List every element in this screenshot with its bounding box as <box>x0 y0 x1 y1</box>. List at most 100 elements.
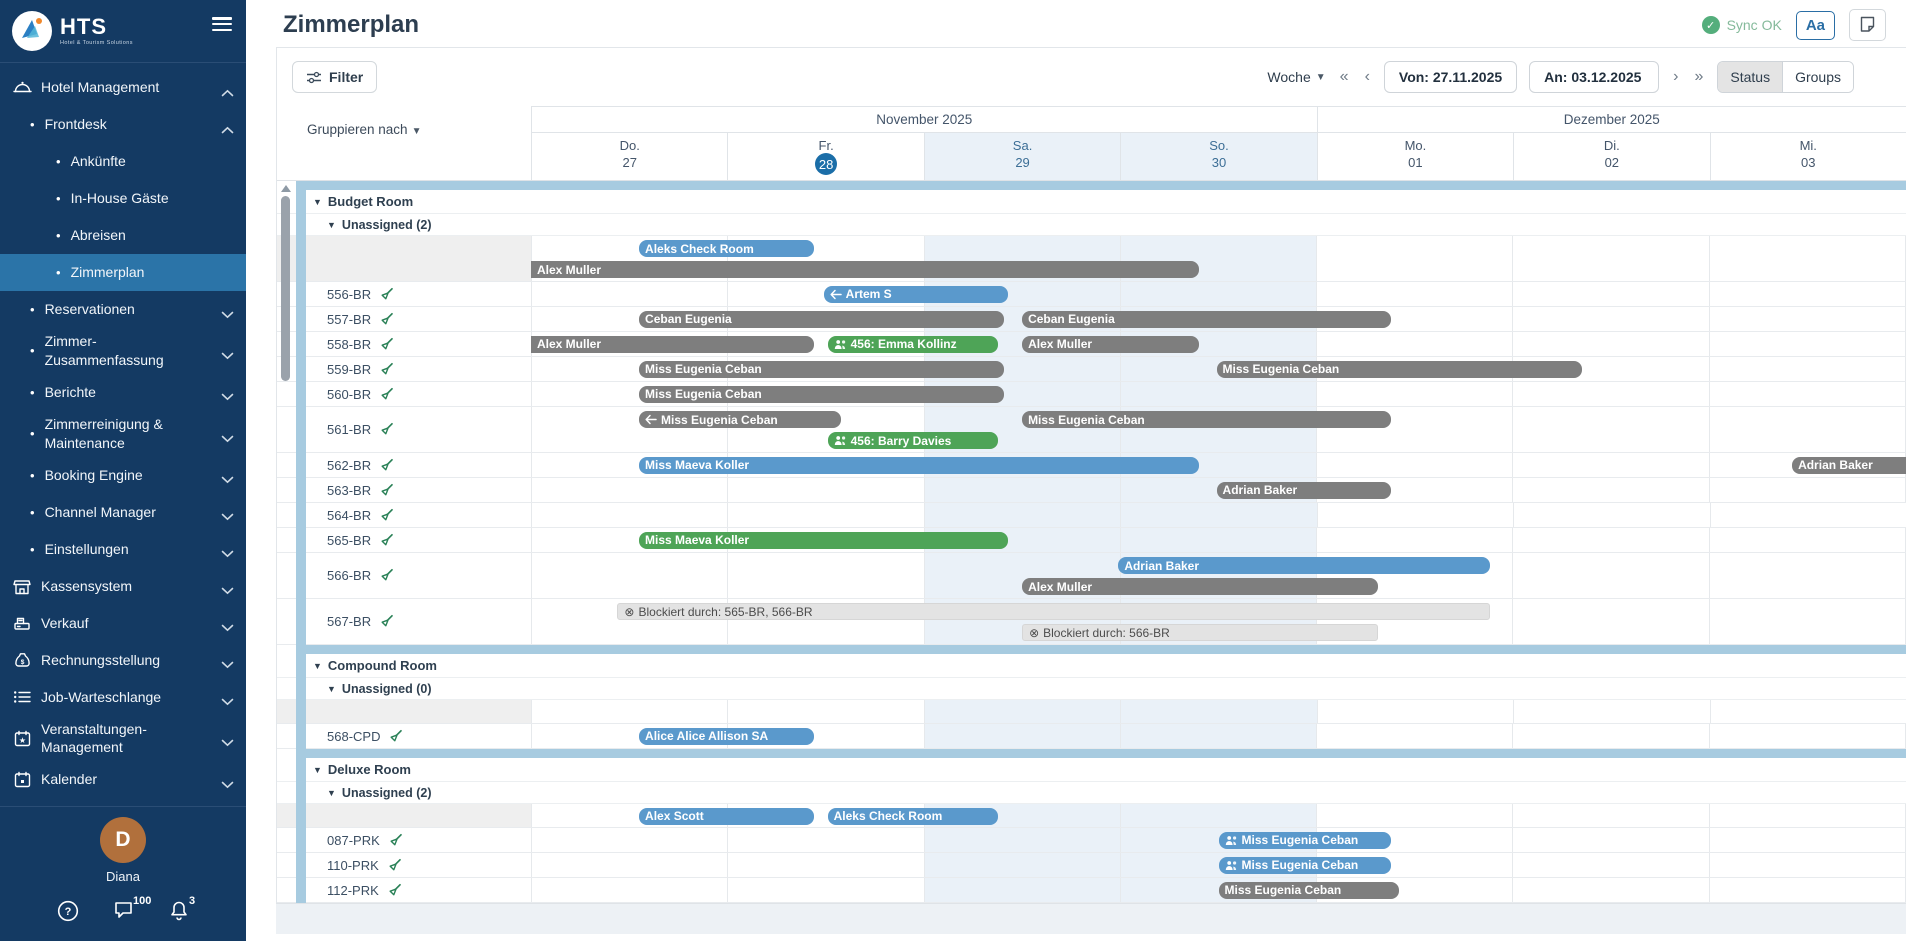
booking-bar[interactable]: Miss Eugenia Ceban <box>639 385 1005 403</box>
booking-bar[interactable]: 456: Emma Kollinz <box>827 335 999 353</box>
booking-bar[interactable]: Ceban Eugenia <box>639 310 1005 328</box>
sidebar-item-reservationen[interactable]: • Reservationen <box>0 291 246 328</box>
booking-bar[interactable]: Alex Muller <box>1022 335 1199 353</box>
hamburger-menu-icon[interactable] <box>212 14 232 34</box>
room-number: 566-BR <box>327 568 372 583</box>
booking-bar[interactable]: Miss Maeva Koller <box>639 456 1199 474</box>
booking-bar[interactable]: Aleks Check Room <box>639 240 814 257</box>
date-from-input[interactable]: Von: 27.11.2025 <box>1383 61 1518 93</box>
booking-guest-label: 456: Emma Kollinz <box>850 337 957 351</box>
room-row-cells: Miss Eugenia Ceban <box>531 382 1906 406</box>
view-toggle-groups[interactable]: Groups <box>1782 62 1853 92</box>
housekeeping-clean-broom-icon <box>379 508 394 523</box>
sidebar-item-job-warteschlange[interactable]: Job-Warteschlange <box>0 679 246 716</box>
event-calendar-icon: ★ <box>12 729 32 747</box>
notes-button[interactable] <box>1849 9 1886 41</box>
view-toggle-status[interactable]: Status <box>1718 62 1783 92</box>
booking-guest-label: Aleks Check Room <box>833 809 943 823</box>
notifications-bell-icon[interactable]: 3 <box>169 895 195 926</box>
messages-icon[interactable]: 100 <box>113 895 151 925</box>
sidebar-item-zimmerreinigung-maintenance[interactable]: • Zimmerreinigung & Maintenance <box>0 411 246 457</box>
date-to-input[interactable]: An: 03.12.2025 <box>1529 61 1660 93</box>
group-header-compound-room[interactable]: ▼ Compound Room <box>277 654 1906 678</box>
user-block: D Diana <box>0 807 246 890</box>
booking-bar[interactable]: Alex Muller <box>531 335 814 353</box>
day-cell <box>1710 853 1906 877</box>
sidebar-item-label: Ankünfte <box>70 153 126 170</box>
booking-bar[interactable]: Artem S <box>823 285 1009 303</box>
scrollbar-thumb[interactable] <box>281 196 290 381</box>
booking-guest-label: Miss Eugenia Ceban <box>661 412 778 427</box>
group-by-dropdown[interactable]: Gruppieren nach ▼ <box>307 122 422 137</box>
pager-prev-button[interactable]: ‹ <box>1364 68 1370 85</box>
day-cell <box>728 828 925 852</box>
sidebar-item-einstellungen[interactable]: • Einstellungen <box>0 531 246 568</box>
day-cell <box>1120 382 1318 406</box>
sidebar-item-kalender[interactable]: Kalender <box>0 761 246 798</box>
day-cell <box>1317 553 1514 598</box>
day-cell <box>1317 453 1514 477</box>
group-separator-bar <box>296 749 1906 758</box>
scrollbar-up-arrow[interactable] <box>280 185 291 192</box>
booking-bar[interactable]: Miss Eugenia Ceban <box>1218 831 1392 849</box>
booking-bar[interactable]: Miss Eugenia Ceban <box>1216 360 1582 378</box>
day-cell <box>1513 599 1710 644</box>
sidebar-item-verkauf[interactable]: Verkauf <box>0 605 246 642</box>
subgroup-header-unassigned[interactable]: ▼ Unassigned (2) <box>277 214 1906 236</box>
booking-bar[interactable]: Miss Eugenia Ceban <box>1218 881 1400 899</box>
booking-bar[interactable]: 456: Barry Davies <box>827 432 999 449</box>
sidebar-item-veranstaltungen-management[interactable]: ★ Veranstaltungen-Management <box>0 716 246 762</box>
avatar[interactable]: D <box>100 817 146 863</box>
booking-guest-label: Alex Scott <box>645 809 704 823</box>
booking-bar[interactable]: Adrian Baker <box>1118 557 1490 574</box>
room-row-565-br: 565-BR Miss Maeva Koller <box>277 528 1906 553</box>
booking-bar[interactable]: Alex Muller <box>1022 578 1378 595</box>
grid-body: ▼ Budget Room ▼ Unassigned (2) Aleks Check R… <box>277 180 1906 903</box>
sidebar-item-frontdesk[interactable]: • Frontdesk <box>0 106 246 143</box>
booking-bar[interactable]: Alice Alice Allison SA <box>639 727 814 745</box>
vertical-scrollbar[interactable] <box>279 183 292 903</box>
chevron-down-icon <box>221 582 234 595</box>
booking-guest-label: Blockiert durch: 566-BR <box>1043 625 1170 640</box>
sidebar-item-hotel-management[interactable]: Hotel Management <box>0 69 246 106</box>
sidebar-item-kassensystem[interactable]: Kassensystem <box>0 568 246 605</box>
booking-bar[interactable]: Miss Eugenia Ceban <box>639 360 1005 378</box>
room-number: 557-BR <box>327 311 372 327</box>
booking-bar[interactable]: Miss Eugenia Ceban <box>1022 411 1392 428</box>
sidebar-item-berichte[interactable]: • Berichte <box>0 374 246 411</box>
help-icon[interactable]: ? <box>57 900 79 927</box>
pager-next-button[interactable]: › <box>1673 68 1679 85</box>
sidebar-item-zimmer-zusammenfassung[interactable]: • Zimmer-Zusammenfassung <box>0 328 246 374</box>
booking-bar[interactable]: Adrian Baker <box>1216 481 1392 499</box>
group-header-budget-room[interactable]: ▼ Budget Room <box>277 190 1906 214</box>
page-header: Zimmerplan ✓ Sync OK Aa <box>246 0 1906 47</box>
booking-bar[interactable]: Aleks Check Room <box>827 807 999 825</box>
booking-bar[interactable]: Adrian Baker <box>1792 456 1906 474</box>
sidebar-item-zimmerplan[interactable]: • Zimmerplan <box>0 254 246 291</box>
sidebar-item-booking-engine[interactable]: • Booking Engine <box>0 457 246 494</box>
day-cell <box>1513 724 1710 748</box>
sidebar-item-in-house-gäste[interactable]: • In-House Gäste <box>0 180 246 217</box>
booking-bar[interactable]: Alex Scott <box>639 807 814 825</box>
booking-bar[interactable]: Miss Eugenia Ceban <box>1218 856 1392 874</box>
subgroup-header-unassigned[interactable]: ▼ Unassigned (0) <box>277 678 1906 700</box>
range-mode-dropdown[interactable]: Woche ▼ <box>1267 69 1326 85</box>
calendar-icon <box>12 771 32 789</box>
guests-icon <box>1225 835 1238 846</box>
booking-bar[interactable]: Ceban Eugenia <box>1022 310 1392 328</box>
booking-bar[interactable]: Miss Maeva Koller <box>639 531 1009 549</box>
pager-last-button[interactable]: » <box>1694 68 1704 85</box>
sidebar-item-ankünfte[interactable]: • Ankünfte <box>0 143 246 180</box>
sidebar-item-channel-manager[interactable]: • Channel Manager <box>0 494 246 531</box>
booking-bar[interactable]: Alex Muller <box>531 261 1199 278</box>
pager-first-button[interactable]: « <box>1339 68 1349 85</box>
subgroup-header-unassigned[interactable]: ▼ Unassigned (2) <box>277 782 1906 804</box>
unassigned-label <box>277 700 531 723</box>
font-size-button[interactable]: Aa <box>1795 10 1835 40</box>
filter-button[interactable]: Filter <box>292 61 378 93</box>
sidebar-item-rechnungsstellung[interactable]: $ Rechnungsstellung <box>0 642 246 679</box>
sidebar-item-abreisen[interactable]: • Abreisen <box>0 217 246 254</box>
booking-bar[interactable]: Miss Eugenia Ceban <box>639 411 842 428</box>
group-header-deluxe-room[interactable]: ▼ Deluxe Room <box>277 758 1906 782</box>
booking-guest-label: Adrian Baker <box>1798 458 1873 472</box>
